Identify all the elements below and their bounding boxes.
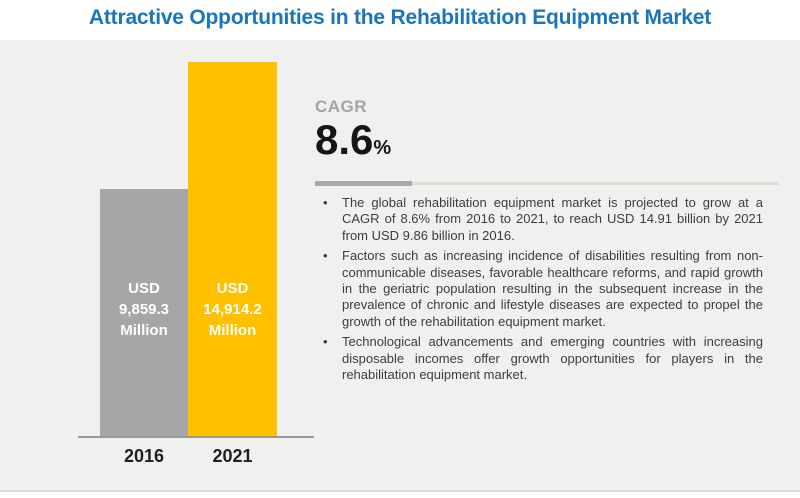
bar-value-label-2016: USD 9,859.3 Million — [100, 278, 188, 341]
bar-label-unit: Million — [120, 322, 168, 339]
bar-label-currency: USD — [216, 280, 249, 297]
bar-2021 — [188, 62, 277, 436]
list-item: Technological advancements and emerging … — [315, 334, 763, 383]
bar-label-currency: USD — [128, 280, 160, 297]
cagr-number: 8.6 — [315, 116, 374, 163]
section-divider — [315, 181, 781, 186]
list-item: Factors such as increasing incidence of … — [315, 248, 763, 330]
x-axis-tick-2016: 2016 — [123, 446, 165, 466]
divider-dark-segment — [315, 181, 412, 186]
cagr-percent-sign: % — [373, 137, 392, 159]
x-axis-tick-2021: 2021 — [212, 446, 253, 466]
page-title: Attractive Opportunities in the Rehabili… — [88, 6, 712, 29]
bar-label-unit: Million — [208, 322, 257, 339]
content-panel: USD 9,859.3 Million USD 14,914.2 Million… — [0, 40, 800, 492]
cagr-label: CAGR — [315, 97, 368, 116]
divider-light-line — [315, 182, 779, 185]
x-axis-line — [78, 436, 314, 438]
list-item: The global rehabilitation equipment mark… — [315, 195, 763, 244]
summary-column: CAGR 8.6% The global rehabilitation equi… — [315, 98, 781, 387]
key-insights-list: The global rehabilitation equipment mark… — [315, 195, 763, 383]
bar-label-value: 9,859.3 — [118, 301, 170, 318]
bar-label-value: 14,914.2 — [203, 301, 262, 318]
cagr-value: 8.6% — [315, 118, 781, 172]
bar-2016 — [100, 189, 188, 436]
bar-value-label-2021: USD 14,914.2 Million — [188, 278, 277, 341]
